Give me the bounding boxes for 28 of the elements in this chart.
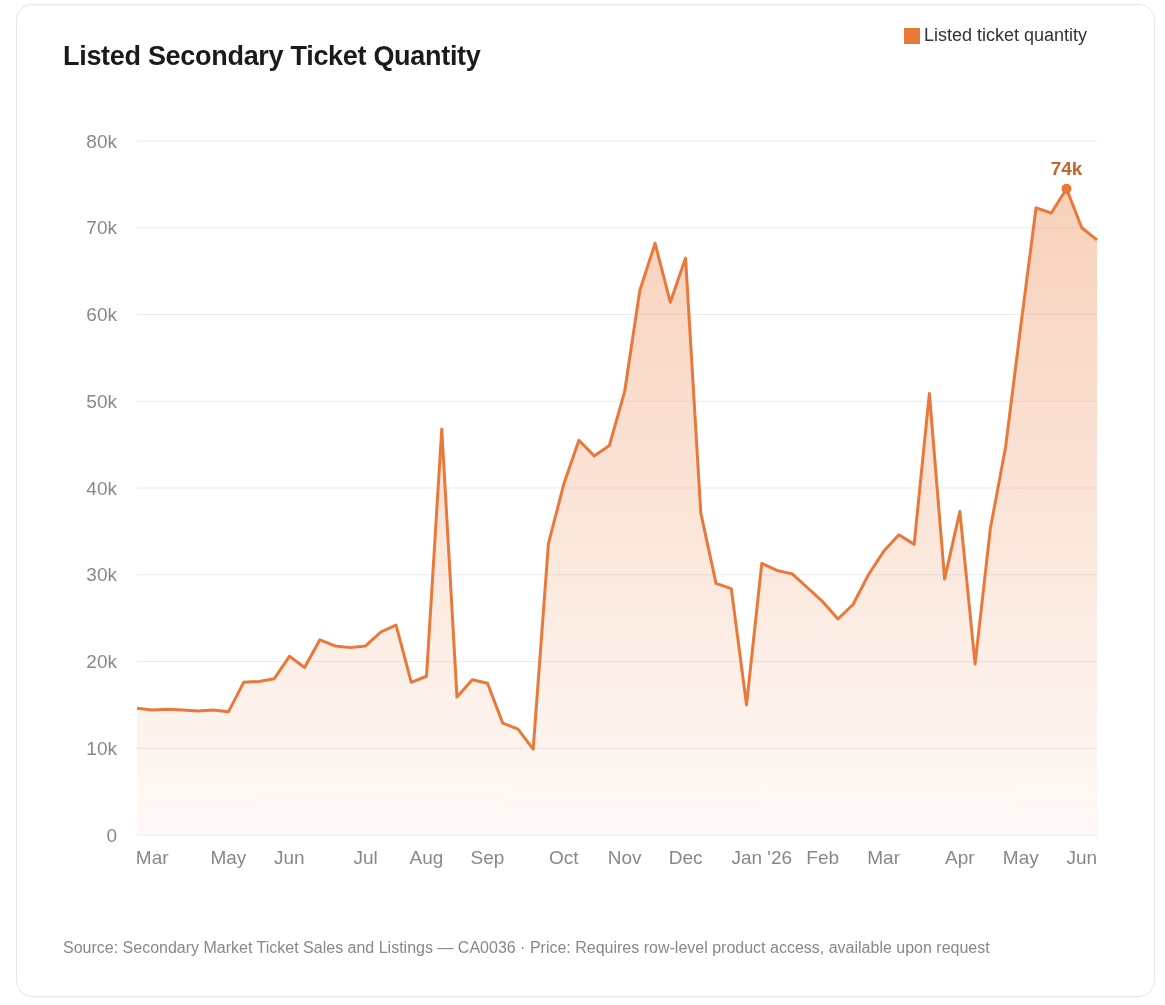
x-tick-label: Mar — [135, 847, 170, 869]
y-tick-label: 30k — [86, 564, 118, 586]
x-tick-label: May — [210, 847, 247, 869]
x-tick-label: Jan '26 — [731, 847, 793, 869]
y-tick-label: 0 — [106, 824, 117, 846]
source-note: Source: Secondary Market Ticket Sales and Listings — CA0036 · Price: Requires row-level product access, available upon request — [63, 938, 991, 958]
x-tick-label: Aug — [409, 847, 444, 869]
x-tick-label: Jul — [353, 847, 378, 869]
y-tick-label: 10k — [86, 737, 118, 759]
chart-title: Listed Secondary Ticket Quantity — [63, 41, 481, 72]
x-tick-label: Dec — [668, 847, 703, 869]
x-tick-label: Jun — [1066, 847, 1098, 869]
x-tick-label: Mar — [867, 847, 901, 869]
y-tick-label: 40k — [86, 477, 118, 499]
legend-label: Listed ticket quantity — [923, 25, 1087, 45]
x-tick-label: Oct — [548, 847, 580, 869]
y-tick-label: 50k — [86, 390, 118, 412]
x-tick-label: Nov — [607, 847, 643, 869]
x-tick-label: May — [1002, 847, 1040, 869]
data-label: 74k — [1050, 157, 1083, 179]
x-tick-label: Sep — [470, 847, 505, 869]
y-tick-label: 60k — [86, 304, 118, 326]
x-tick-label: Apr — [945, 847, 976, 869]
y-tick-label: 20k — [86, 651, 118, 673]
y-tick-label: 70k — [86, 217, 118, 239]
x-tick-label: Feb — [806, 847, 840, 869]
x-tick-label: Jun — [274, 847, 305, 869]
y-tick-label: 80k — [86, 130, 118, 152]
